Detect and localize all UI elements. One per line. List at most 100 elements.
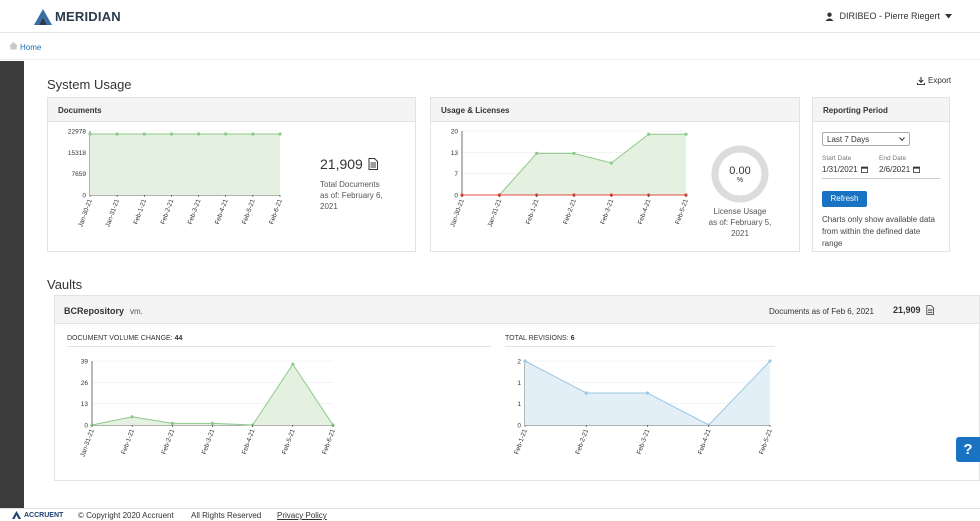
caret-down-icon [945,13,952,18]
usage-licenses-panel: Usage & Licenses 20 13 7 0 Jan-30-21 Jan-31-2… [430,97,800,252]
system-usage-title: System Usage [47,77,132,92]
data-point [584,391,588,395]
data-point [278,132,282,136]
vault-docs-count-value: 21,909 [893,305,921,315]
volume-divider [67,346,491,347]
x-tick-label: Feb-5-21 [674,198,690,226]
main-content: System Usage Export Documents 22978 15318… [24,61,980,508]
period-select-value: Last 7 Days [827,134,870,144]
period-select[interactable]: Last 7 Days [822,132,910,146]
x-tick-label: Feb-2-21 [562,198,578,226]
x-tick-label: Feb-3-21 [201,428,217,456]
x-tick-label: Jan-30-21 [77,198,94,228]
data-point [115,132,119,136]
help-button[interactable]: ? [956,437,980,462]
license-usage-caption: License Usage as of: February 5, 2021 [699,206,781,239]
y-tick-label: 26 [81,380,89,387]
data-point [535,151,539,155]
end-date-label: End Date [879,155,907,162]
usage-licenses-panel-title: Usage & Licenses [431,98,799,122]
user-name: DIRIBEO - Pierre Riegert [839,11,940,21]
end-date-value: 2/6/2021 [879,165,911,174]
footer: ACCRUENT © Copyright 2020 Accruent All R… [0,508,980,521]
meridian-logo-icon [34,9,52,25]
data-point [224,132,228,136]
y-tick-label: 2 [517,359,521,366]
x-tick-label: Feb-1-21 [525,198,541,226]
data-point [196,132,201,136]
vault-header: BCRepository vm. Documents as of Feb 6, … [55,296,979,324]
documents-panel-title: Documents [48,98,415,122]
data-point [645,391,650,395]
user-icon [825,12,835,21]
data-point [768,359,772,363]
y-tick-label: 1 [517,380,521,387]
data-point [170,421,174,425]
vault-name[interactable]: BCRepository [64,306,125,316]
x-tick-label: Feb-5-21 [241,198,257,226]
x-tick-label: Jan-31-21 [79,428,96,458]
start-date-value: 1/31/2021 [822,165,858,174]
chevron-down-icon [899,137,905,141]
series-area [92,364,333,425]
data-point [130,415,134,419]
x-tick-label: Feb-2-21 [161,428,177,456]
vault-card: BCRepository vm. Documents as of Feb 6, … [54,295,980,481]
documents-caption-line: Total Documents [320,180,380,189]
export-button[interactable]: Export [917,76,951,85]
documents-caption-line: as of: February 6, [320,191,383,200]
x-tick-label: Feb-2-21 [575,428,591,456]
volume-change-title: DOCUMENT VOLUME CHANGE: [67,335,173,342]
y-tick-label: 0 [84,423,88,430]
y-tick-label: 20 [451,129,459,136]
data-point [142,132,146,136]
vault-suffix: vm. [130,307,143,316]
license-usage-gauge [711,145,769,203]
x-tick-label: Feb-4-21 [241,428,257,456]
x-tick-label: Feb-4-21 [697,428,713,456]
license-usage-value: 0.00 [710,165,770,177]
license-caption-line: License Usage [713,207,767,216]
series-area [90,133,280,195]
x-tick-label: Feb-6-21 [321,428,337,456]
footer-copyright: © Copyright 2020 Accruent [78,511,174,520]
total-revisions-value: 6 [570,335,575,342]
footer-rights: All Rights Reserved [191,511,262,520]
documents-total: 21,909 [320,156,378,172]
start-date-input[interactable]: 1/31/2021 [822,165,868,174]
refresh-button[interactable]: Refresh [822,191,867,207]
footer-brand: ACCRUENT [12,511,63,519]
document-icon [925,305,934,315]
x-tick-label: Jan-31-21 [104,198,121,228]
total-revisions-label: TOTAL REVISIONS: 6 [505,335,575,342]
x-tick-label: Feb-3-21 [600,198,616,226]
y-tick-label: 15318 [68,150,86,157]
license-caption-line: 2021 [731,229,749,238]
top-bar: MERIDIAN DIRIBEO - Pierre Riegert [0,0,980,33]
y-tick-label: 1 [517,401,521,408]
x-tick-label: Feb-1-21 [120,428,136,456]
export-label: Export [928,76,952,85]
reporting-period-title: Reporting Period [813,98,949,122]
user-menu[interactable]: DIRIBEO - Pierre Riegert [825,11,952,21]
x-tick-label: Feb-1-21 [513,428,529,456]
data-point [251,132,255,136]
data-point [88,132,92,136]
x-tick-label: Feb-4-21 [637,198,653,226]
data-point [523,359,527,363]
y-tick-label: 0 [82,193,86,200]
period-note: Charts only show available data from wit… [822,215,935,248]
x-tick-label: Jan-30-21 [449,198,466,228]
volume-change-value: 44 [174,335,183,342]
privacy-policy-link[interactable]: Privacy Policy [277,511,327,520]
date-underline [822,178,940,179]
reporting-period-panel: Reporting Period Last 7 Days Start Date … [812,97,950,252]
left-sidebar-rail [0,61,24,508]
x-tick-label: Feb-5-21 [758,428,774,456]
end-date-input[interactable]: 2/6/2021 [879,165,921,174]
breadcrumb: Home [0,34,980,60]
breadcrumb-home-link[interactable]: Home [20,43,42,52]
